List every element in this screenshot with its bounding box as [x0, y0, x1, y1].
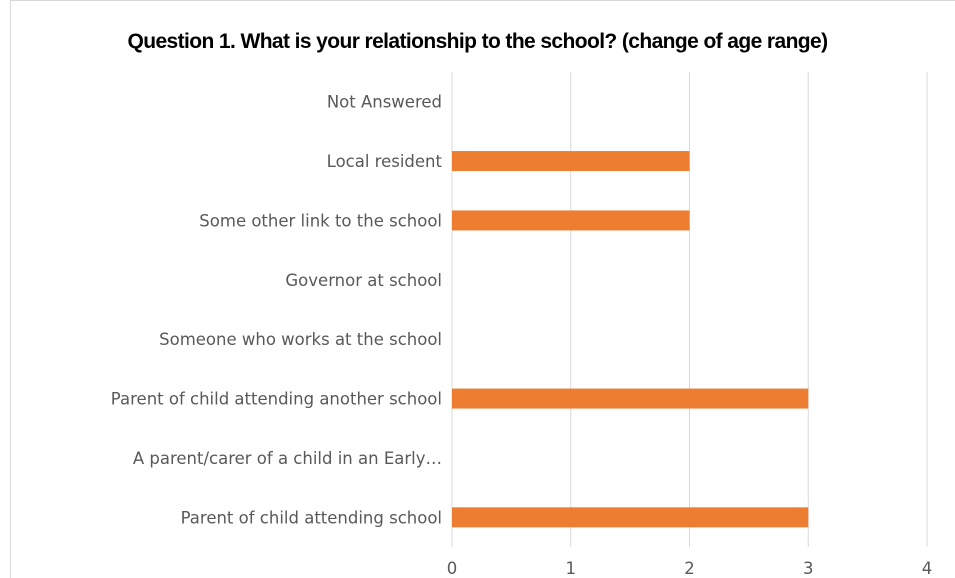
chart-title: Question 1. What is your relationship to… [127, 30, 828, 53]
bar [452, 151, 690, 172]
category-label: Parent of child attending another school [111, 390, 442, 409]
category-label: Governor at school [285, 271, 442, 290]
x-tick-label: 0 [447, 559, 458, 578]
chart-frame-top [10, 0, 955, 1]
category-label: Someone who works at the school [159, 330, 442, 349]
x-tick-label: 1 [566, 559, 577, 578]
bar [452, 388, 809, 409]
x-tick-label: 3 [803, 559, 814, 578]
category-label: Parent of child attending school [181, 508, 442, 527]
bar [452, 210, 690, 231]
x-tick-label: 2 [684, 559, 695, 578]
category-label: Not Answered [327, 93, 442, 112]
category-label: A parent/carer of a child in an Early… [133, 449, 442, 468]
category-label: Some other link to the school [199, 211, 442, 230]
x-tick-label: 4 [922, 559, 933, 578]
category-label: Local resident [327, 152, 443, 171]
bar [452, 507, 809, 528]
chart-frame-left [10, 0, 11, 578]
